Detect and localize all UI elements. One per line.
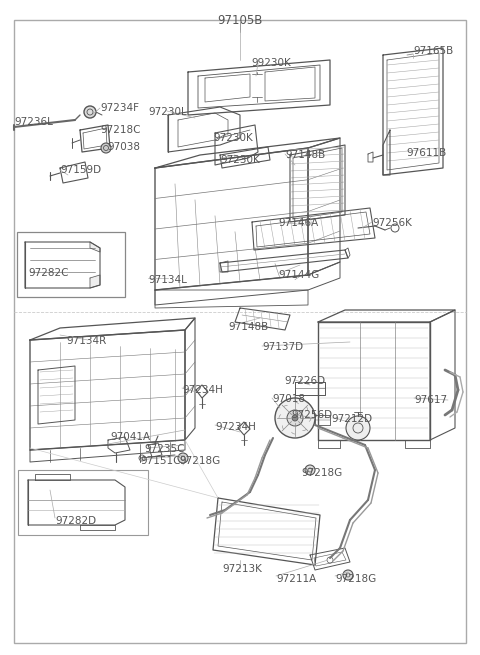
Text: 97148B: 97148B (285, 150, 325, 160)
Text: 97137D: 97137D (262, 342, 303, 352)
Text: 97617: 97617 (414, 395, 447, 405)
Text: 97234H: 97234H (182, 385, 223, 395)
Text: 97236L: 97236L (14, 117, 53, 127)
Text: 97230K: 97230K (220, 155, 260, 165)
Text: 97038: 97038 (107, 142, 140, 152)
Circle shape (101, 143, 111, 153)
Text: 99230K: 99230K (251, 58, 291, 68)
Text: 97213K: 97213K (222, 564, 262, 574)
Circle shape (346, 416, 370, 440)
Text: 97041A: 97041A (110, 432, 150, 442)
Text: 97230K: 97230K (213, 133, 253, 143)
Circle shape (178, 453, 188, 463)
Text: 97234F: 97234F (100, 103, 139, 113)
Circle shape (292, 415, 298, 421)
Text: 97226D: 97226D (284, 376, 325, 386)
Polygon shape (90, 275, 100, 288)
Text: 97282C: 97282C (28, 268, 69, 278)
Text: 97159D: 97159D (60, 165, 101, 175)
Text: 97230L: 97230L (148, 107, 187, 117)
Bar (17, 232, 125, 297)
Text: 97146A: 97146A (278, 218, 318, 228)
Text: 97151C: 97151C (140, 456, 180, 466)
Circle shape (343, 570, 353, 580)
Text: 97134L: 97134L (148, 275, 187, 285)
Circle shape (84, 106, 96, 118)
Text: 97148B: 97148B (228, 322, 268, 332)
Text: 97144G: 97144G (278, 270, 319, 280)
Text: 97611B: 97611B (406, 148, 446, 158)
Text: 97165B: 97165B (413, 46, 453, 56)
Text: 97234H: 97234H (215, 422, 256, 432)
Text: 97256K: 97256K (372, 218, 412, 228)
Bar (18, 470, 148, 535)
Text: 97212D: 97212D (331, 414, 372, 424)
Text: 97211A: 97211A (276, 574, 316, 584)
Text: 97218G: 97218G (179, 456, 220, 466)
Circle shape (305, 465, 315, 475)
Circle shape (287, 410, 303, 426)
Circle shape (275, 398, 315, 438)
Text: 97218C: 97218C (100, 125, 141, 135)
Text: 97218G: 97218G (335, 574, 376, 584)
Text: 97235C: 97235C (144, 444, 184, 454)
Polygon shape (90, 242, 100, 252)
Text: 97218G: 97218G (301, 468, 342, 478)
Text: 97018: 97018 (272, 394, 305, 404)
Text: 97134R: 97134R (66, 336, 106, 346)
Text: 97105B: 97105B (217, 14, 263, 27)
Text: 97282D: 97282D (55, 516, 96, 526)
Text: 97256D: 97256D (291, 410, 332, 420)
